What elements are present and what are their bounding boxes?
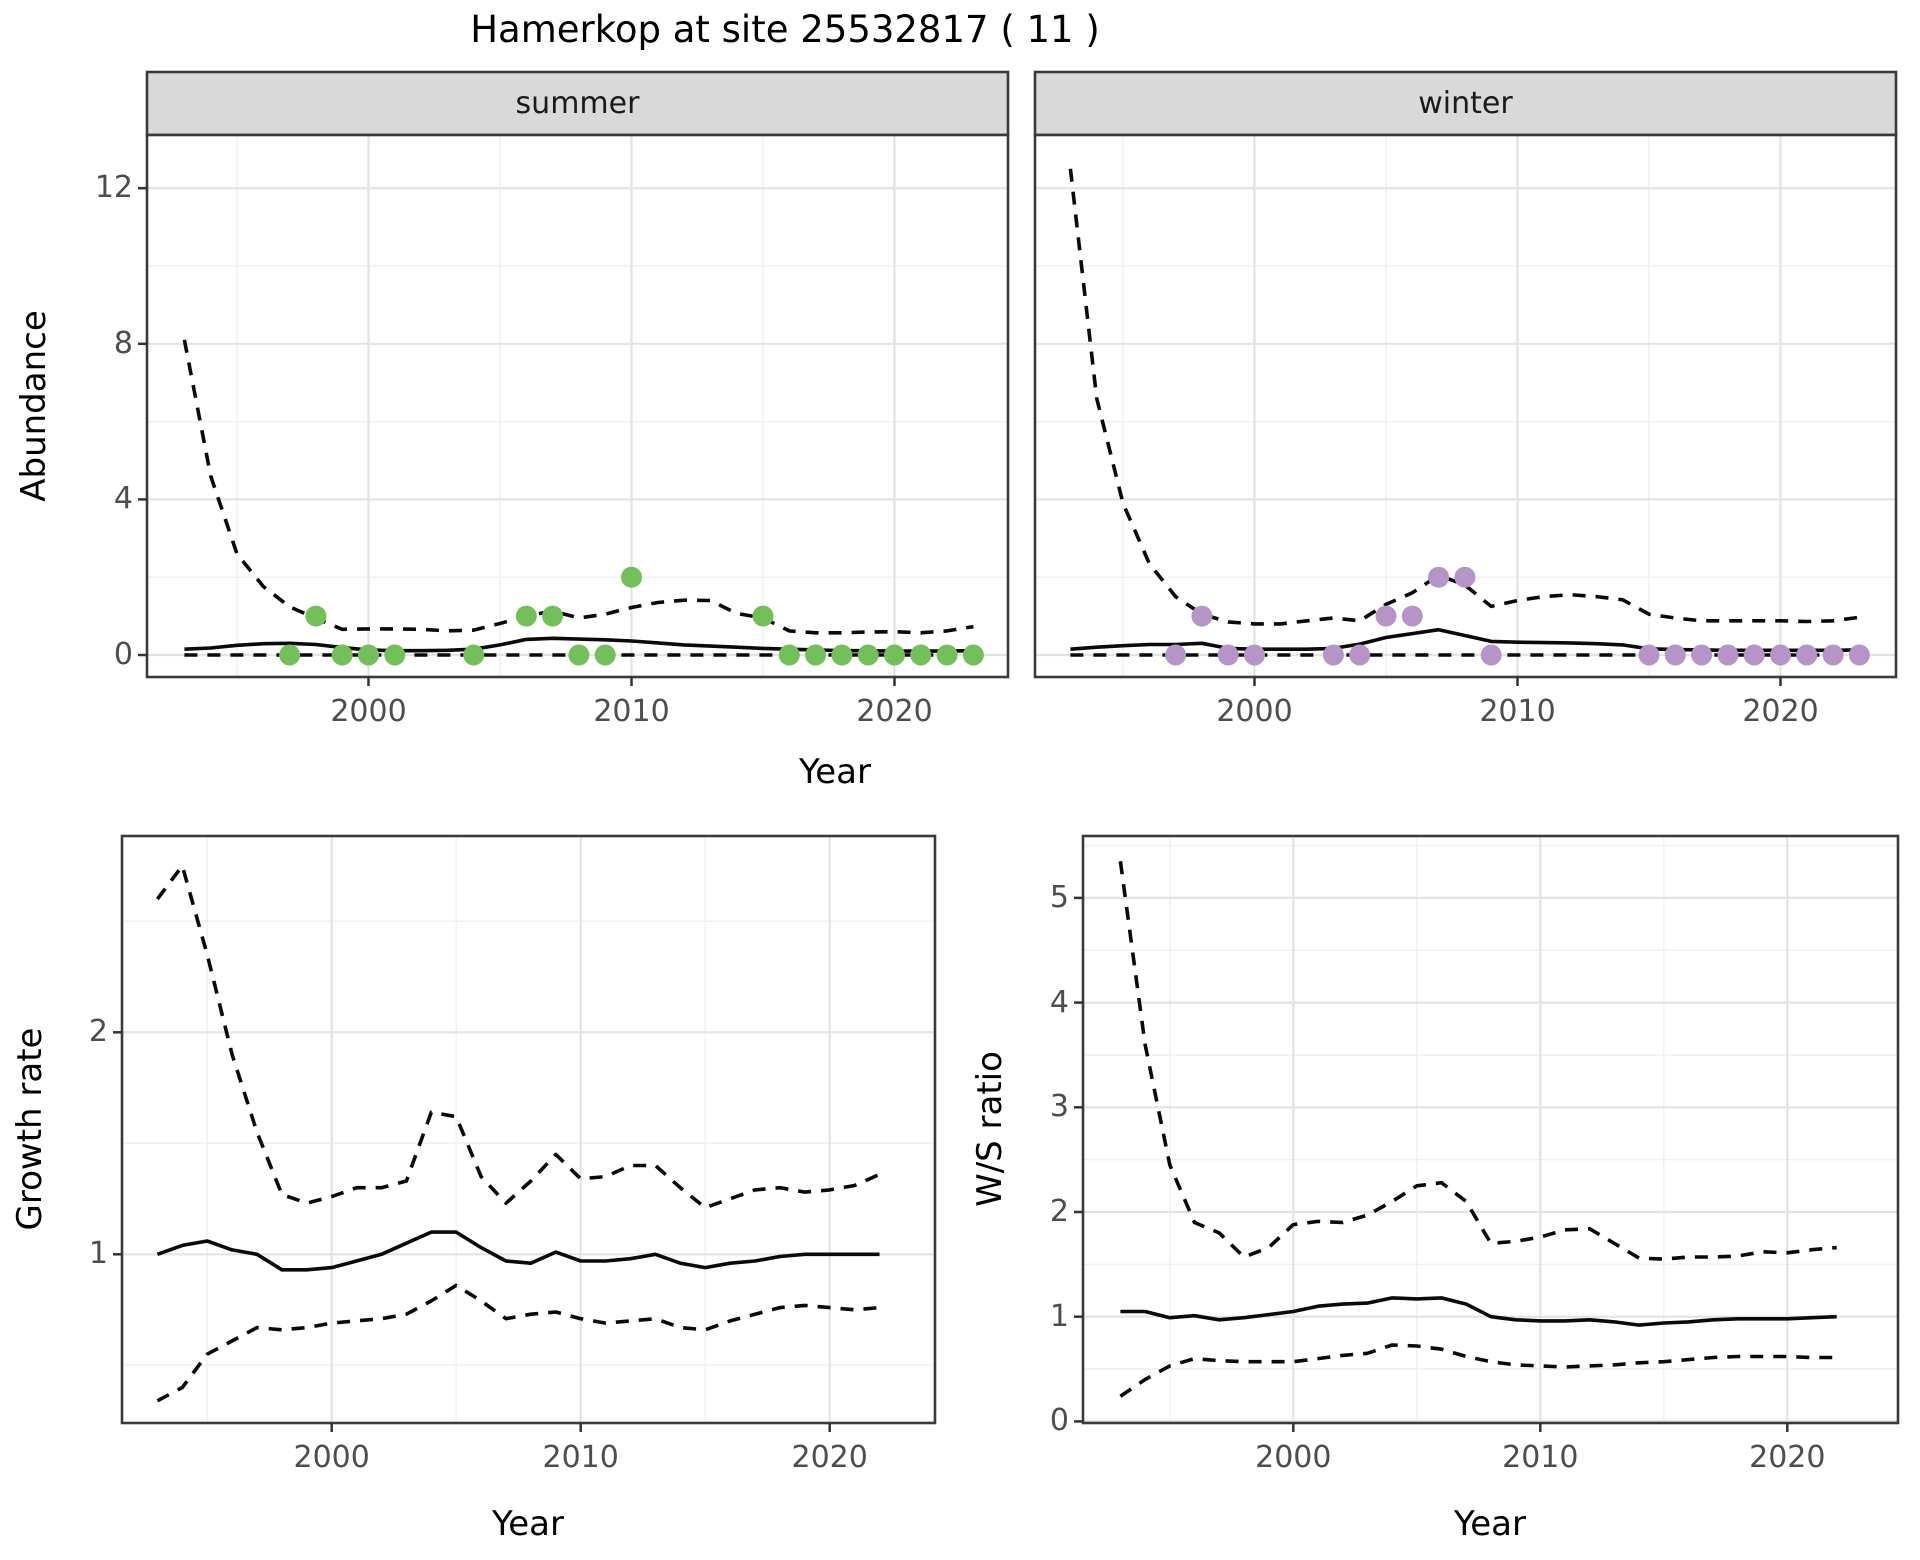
x-tick-label: 2020 bbox=[1742, 694, 1819, 729]
data-point-summer bbox=[331, 644, 353, 666]
data-point-winter bbox=[1664, 644, 1686, 666]
data-point-summer bbox=[279, 644, 301, 666]
series-upper-ci bbox=[155, 864, 881, 1210]
x-tick-label: 2010 bbox=[1479, 694, 1556, 729]
data-point-winter bbox=[1480, 644, 1502, 666]
y-tick-label: 2 bbox=[88, 1014, 108, 1050]
data-point-winter bbox=[1428, 566, 1450, 588]
facet-strip-summer: summer bbox=[515, 86, 640, 121]
data-point-summer bbox=[752, 605, 774, 627]
x-tick-label: 2010 bbox=[542, 1440, 619, 1475]
data-point-summer bbox=[463, 644, 485, 666]
data-point-summer bbox=[831, 644, 853, 666]
data-point-winter bbox=[1691, 644, 1713, 666]
data-point-summer bbox=[884, 644, 905, 666]
data-point-summer bbox=[778, 644, 800, 666]
data-point-winter bbox=[1191, 605, 1213, 627]
series-mean bbox=[156, 1230, 880, 1272]
data-point-summer bbox=[857, 644, 879, 666]
data-point-summer bbox=[568, 644, 590, 666]
facet-strip-winter: winter bbox=[1418, 86, 1513, 121]
data-point-winter bbox=[1401, 605, 1423, 627]
data-point-summer bbox=[805, 644, 827, 666]
series-lower-ci bbox=[156, 1283, 880, 1403]
x-tick-label: 2010 bbox=[593, 694, 670, 729]
x-axis-title-year-ws: Year bbox=[1454, 1504, 1526, 1544]
x-tick-label: 2020 bbox=[791, 1440, 868, 1475]
x-tick-label: 2020 bbox=[1749, 1440, 1826, 1475]
data-point-summer bbox=[621, 566, 642, 588]
series-lower-ci bbox=[1119, 1343, 1837, 1398]
data-point-summer bbox=[305, 605, 327, 627]
data-point-winter bbox=[1638, 644, 1660, 666]
data-point-summer bbox=[594, 644, 616, 666]
data-point-winter bbox=[1822, 644, 1844, 666]
y-axis-title-ws-ratio: W/S ratio bbox=[970, 1051, 1010, 1207]
data-point-winter bbox=[1217, 644, 1239, 666]
series-mean bbox=[1120, 1296, 1837, 1327]
x-tick-label: 2010 bbox=[1502, 1440, 1579, 1475]
y-tick-label: 1 bbox=[1049, 1298, 1069, 1334]
x-tick-label: 2000 bbox=[330, 694, 407, 729]
y-tick-label: 8 bbox=[113, 325, 133, 361]
x-axis-title-year-top: Year bbox=[799, 752, 871, 792]
y-tick-label: 0 bbox=[113, 637, 133, 672]
series-upper-ci bbox=[1118, 861, 1837, 1261]
data-point-winter bbox=[1454, 566, 1476, 588]
x-tick-label: 2000 bbox=[293, 1440, 370, 1475]
data-point-winter bbox=[1322, 644, 1344, 666]
y-tick-label: 4 bbox=[1049, 984, 1069, 1020]
data-point-winter bbox=[1165, 644, 1187, 666]
x-tick-label: 2020 bbox=[856, 694, 933, 729]
y-axis-title-abundance: Abundance bbox=[14, 310, 54, 502]
data-point-summer bbox=[910, 644, 932, 666]
data-point-winter bbox=[1796, 644, 1818, 666]
data-point-winter bbox=[1848, 644, 1870, 666]
data-point-summer bbox=[515, 605, 537, 627]
y-tick-label: 5 bbox=[1049, 879, 1069, 915]
data-point-summer bbox=[384, 644, 406, 666]
data-point-summer bbox=[542, 605, 564, 627]
data-point-winter bbox=[1743, 644, 1765, 666]
data-point-winter bbox=[1717, 644, 1739, 666]
y-tick-label: 12 bbox=[94, 170, 133, 206]
y-tick-label: 0 bbox=[1049, 1403, 1069, 1439]
data-point-winter bbox=[1349, 644, 1371, 666]
data-point-summer bbox=[358, 644, 379, 666]
data-point-winter bbox=[1770, 644, 1791, 666]
data-point-winter bbox=[1375, 605, 1397, 627]
x-tick-label: 2000 bbox=[1216, 694, 1293, 729]
y-tick-label: 3 bbox=[1049, 1089, 1069, 1125]
data-point-winter bbox=[1244, 644, 1265, 666]
x-axis-title-year-growth: Year bbox=[492, 1504, 564, 1544]
data-point-summer bbox=[936, 644, 958, 666]
y-tick-label: 4 bbox=[113, 481, 133, 517]
y-axis-title-growth-rate: Growth rate bbox=[10, 1027, 50, 1231]
x-tick-label: 2000 bbox=[1255, 1440, 1332, 1475]
y-tick-label: 1 bbox=[88, 1236, 108, 1272]
data-point-summer bbox=[962, 644, 984, 666]
y-tick-label: 2 bbox=[1049, 1194, 1069, 1229]
page-title: Hamerkop at site 25532817 ( 11 ) bbox=[470, 8, 1100, 51]
